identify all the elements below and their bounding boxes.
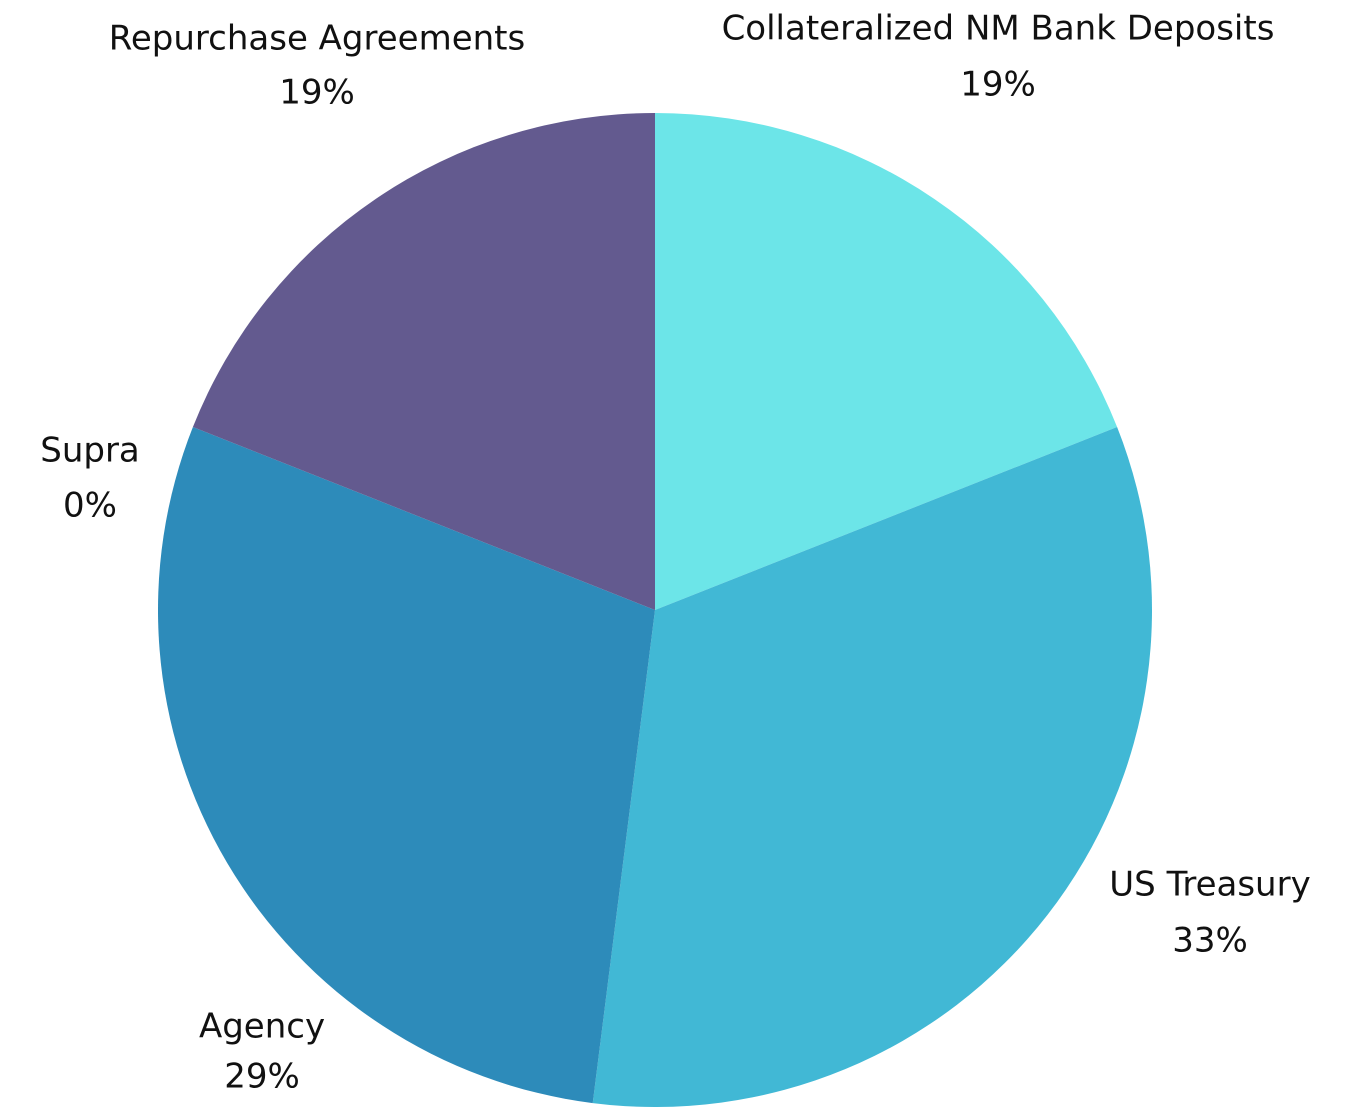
slice-value-label: 29% xyxy=(224,1057,300,1097)
slice-label: US Treasury xyxy=(1109,865,1310,905)
pie-slice xyxy=(592,427,1152,1107)
pie-slice xyxy=(192,113,655,610)
pie-slice xyxy=(157,427,655,1104)
slice-value-label: 19% xyxy=(279,73,355,113)
slice-label: Agency xyxy=(199,1007,325,1047)
slice-label: Supra xyxy=(40,431,140,471)
slice-label: Collateralized NM Bank Deposits xyxy=(722,9,1275,49)
slice-value-label: 0% xyxy=(63,486,117,526)
pie-slice xyxy=(655,113,1118,610)
slice-value-label: 19% xyxy=(960,65,1036,105)
slice-label: Repurchase Agreements xyxy=(109,19,525,59)
slice-value-label: 33% xyxy=(1172,921,1248,961)
